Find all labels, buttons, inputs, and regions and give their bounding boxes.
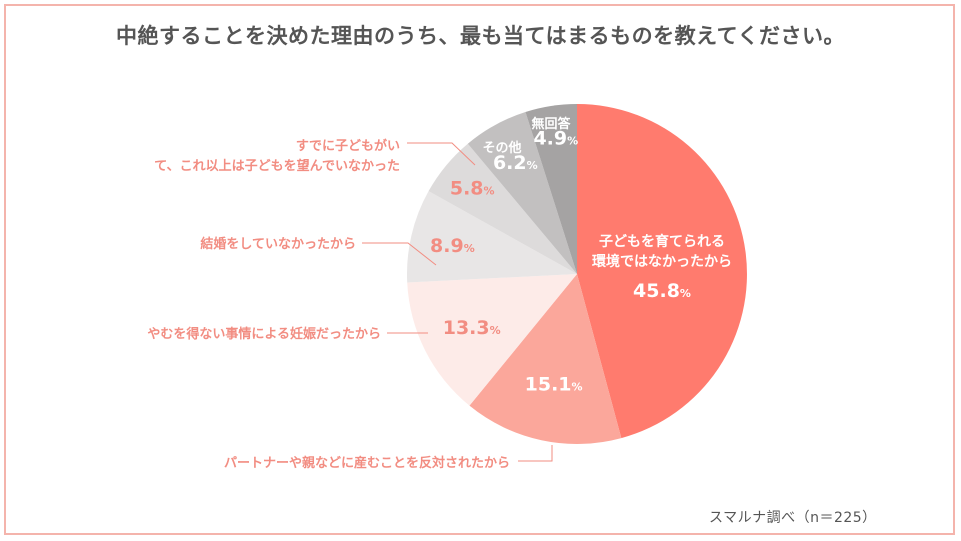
category-label-3: 結婚をしていなかったから bbox=[200, 236, 356, 252]
pie-slice-6 bbox=[525, 104, 577, 274]
value-label-6: 4.9% bbox=[533, 128, 578, 150]
category-label-4-line1: すでに子どもがい bbox=[296, 138, 400, 154]
category-label-5: その他 bbox=[482, 140, 521, 156]
source-note: スマルナ調べ（n＝225） bbox=[709, 510, 877, 526]
value-label-3: 8.9% bbox=[430, 235, 475, 257]
leader-line-1 bbox=[518, 445, 553, 462]
pie-slice-5 bbox=[467, 111, 577, 275]
chart-title: 中絶することを決めた理由のうち、最も当てはまるものを教えてください。 bbox=[116, 24, 845, 48]
value-label-1: 15.1% bbox=[525, 374, 583, 396]
category-label-6: 無回答 bbox=[531, 116, 571, 132]
category-label-2: やむを得ない事情による妊娠だったから bbox=[147, 326, 381, 342]
pie-slice-0 bbox=[577, 104, 747, 439]
value-label-2: 13.3% bbox=[443, 317, 501, 339]
category-label-1: パートナーや親などに産むことを反対されたから bbox=[224, 455, 510, 471]
category-label-0-line2: 環境ではなかったから bbox=[592, 253, 732, 270]
value-label-5: 6.2% bbox=[493, 152, 538, 174]
category-label-0-line1: 子どもを育てられる bbox=[599, 233, 725, 250]
value-label-0: 45.8% bbox=[633, 280, 691, 302]
value-label-4: 5.8% bbox=[450, 177, 495, 199]
chart-frame bbox=[4, 4, 955, 535]
pie-slice-2 bbox=[407, 274, 577, 406]
pie-slice-1 bbox=[469, 274, 622, 444]
pie-slice-4 bbox=[428, 143, 577, 274]
category-label-4-line2: て、これ以上は子どもを望んでいなかった bbox=[154, 158, 400, 174]
leader-line-3 bbox=[362, 242, 437, 266]
pie-slice-3 bbox=[406, 191, 577, 283]
leader-line-4 bbox=[407, 142, 476, 166]
